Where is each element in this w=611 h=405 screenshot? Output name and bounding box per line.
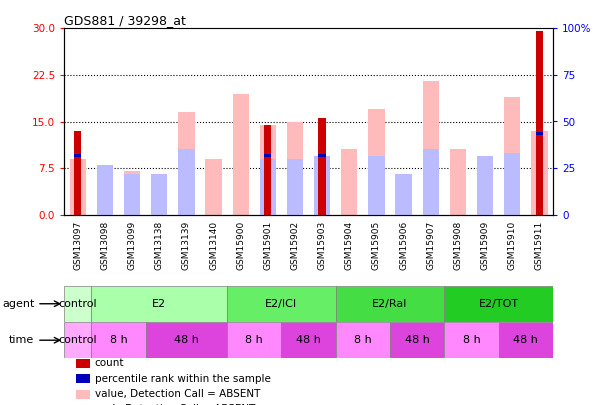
Bar [504,153,521,215]
Bar [444,322,499,358]
Bar [227,286,335,322]
Text: 8 h: 8 h [463,335,480,345]
Text: 48 h: 48 h [174,335,199,345]
Bar [504,97,521,215]
Bar [531,131,547,215]
Bar [282,322,335,358]
Bar [227,322,282,358]
Bar [423,81,439,215]
Bar [444,286,553,322]
Bar [91,286,227,322]
Bar [318,154,326,157]
Text: 8 h: 8 h [354,335,371,345]
Bar [145,322,227,358]
Text: E2/TOT: E2/TOT [478,299,519,309]
Bar [335,286,444,322]
Bar [124,171,140,215]
Text: 8 h: 8 h [109,335,127,345]
Bar [74,131,81,215]
Text: E2/ICI: E2/ICI [265,299,298,309]
Bar [341,149,357,215]
Text: time: time [9,335,34,345]
Text: E2/Ral: E2/Ral [372,299,408,309]
Bar [368,109,384,215]
Bar [477,156,493,215]
Text: control: control [59,335,97,345]
Text: percentile rank within the sample: percentile rank within the sample [95,374,271,384]
Bar [264,125,271,215]
Bar [233,94,249,215]
Bar [335,322,390,358]
Bar [318,118,326,215]
Bar [395,174,412,215]
Bar [390,322,444,358]
Bar [124,174,140,215]
Text: 48 h: 48 h [404,335,430,345]
Bar [64,286,91,322]
Bar [70,159,86,215]
Bar [260,159,276,215]
Bar [74,154,81,157]
Bar [97,165,113,215]
Bar [477,159,493,215]
Bar [450,149,466,215]
Bar [91,322,145,358]
Bar [314,156,331,215]
Text: count: count [95,358,124,368]
Bar [536,32,543,215]
Bar [499,322,553,358]
Bar [368,156,384,215]
Text: 48 h: 48 h [513,335,538,345]
Text: GDS881 / 39298_at: GDS881 / 39298_at [64,14,186,27]
Bar [260,125,276,215]
Bar [151,174,167,215]
Text: value, Detection Call = ABSENT: value, Detection Call = ABSENT [95,389,260,399]
Text: 48 h: 48 h [296,335,321,345]
Bar [264,154,271,157]
Text: 8 h: 8 h [246,335,263,345]
Bar [205,159,222,215]
Bar [423,149,439,215]
Bar [178,112,194,215]
Bar [64,322,91,358]
Bar [395,181,412,215]
Bar [314,159,331,215]
Bar [151,174,167,215]
Bar [287,159,303,215]
Bar [178,149,194,215]
Bar [97,165,113,215]
Bar [536,132,543,135]
Text: agent: agent [2,299,34,309]
Text: control: control [59,299,97,309]
Bar [287,122,303,215]
Text: E2: E2 [152,299,166,309]
